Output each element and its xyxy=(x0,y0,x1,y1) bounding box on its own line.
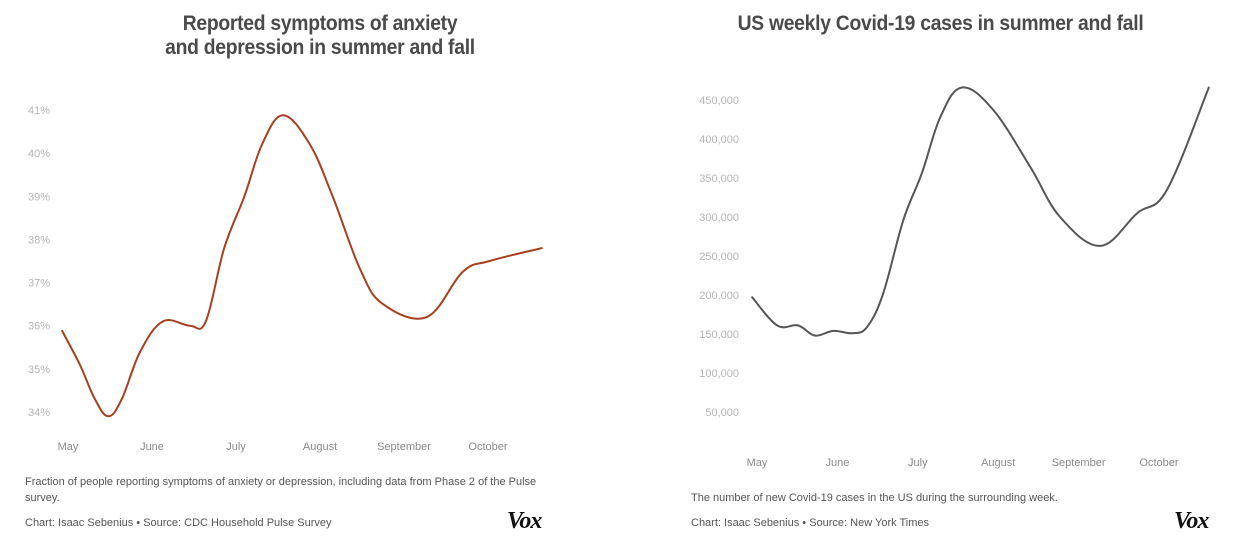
covid-cases-line-chart: 450,000 400,000 350,000 300,000 250,000 200,0… xyxy=(699,86,1210,469)
y-tick-label: 37% xyxy=(28,278,50,290)
y-tick-label: 38% xyxy=(28,234,50,246)
x-tick-label: July xyxy=(908,457,928,469)
y-tick-label: 50,000 xyxy=(705,407,739,419)
y-tick-label: 36% xyxy=(28,321,50,333)
anxiety-chart-panel: Reported symptoms of anxiety and depress… xyxy=(0,0,620,553)
chart-title: US weekly Covid-19 cases in summer and f… xyxy=(737,12,1144,35)
x-tick-label: July xyxy=(226,441,246,453)
chart-credit: Chart: Isaac Sebenius • Source: New York… xyxy=(691,517,930,529)
covid-series-line xyxy=(751,86,1210,337)
y-tick-label: 41% xyxy=(28,105,50,117)
anxiety-series-line xyxy=(61,114,543,418)
x-tick-label: May xyxy=(58,441,79,453)
y-tick-label: 34% xyxy=(28,407,50,419)
y-tick-label: 400,000 xyxy=(699,134,739,146)
x-tick-label: September xyxy=(377,441,431,453)
chart-note: Fraction of people reporting symptoms of… xyxy=(25,476,537,504)
y-tick-label: 40% xyxy=(28,148,50,160)
x-tick-label: October xyxy=(468,441,507,453)
chart-credit: Chart: Isaac Sebenius • Source: CDC Hous… xyxy=(25,517,332,529)
x-tick-label: May xyxy=(747,457,768,469)
y-tick-label: 150,000 xyxy=(699,329,739,341)
x-tick-label: August xyxy=(303,441,337,453)
anxiety-line-chart: 41% 40% 39% 38% 37% 36% 35% 34% May June July Augus… xyxy=(28,105,543,453)
y-tick-label: 100,000 xyxy=(699,368,739,380)
chart-title-line-1: Reported symptoms of anxiety xyxy=(182,12,458,35)
x-tick-label: June xyxy=(140,441,164,453)
x-tick-label: October xyxy=(1139,457,1178,469)
y-tick-label: 200,000 xyxy=(699,290,739,302)
covid-chart-panel: US weekly Covid-19 cases in summer and f… xyxy=(640,0,1241,553)
x-tick-label: August xyxy=(981,457,1015,469)
y-tick-label: 450,000 xyxy=(699,95,739,107)
vox-logo: Vox xyxy=(507,508,542,534)
x-tick-label: June xyxy=(825,457,849,469)
y-tick-label: 39% xyxy=(28,191,50,203)
x-tick-label: September xyxy=(1052,457,1106,469)
y-tick-label: 350,000 xyxy=(699,173,739,185)
y-tick-label: 35% xyxy=(28,364,50,376)
vox-logo: Vox xyxy=(1174,508,1209,534)
chart-title-line-2: and depression in summer and fall xyxy=(165,36,475,59)
chart-title: Reported symptoms of anxiety and depress… xyxy=(81,12,559,60)
y-tick-label: 250,000 xyxy=(699,251,739,263)
y-tick-label: 300,000 xyxy=(699,212,739,224)
chart-note: The number of new Covid-19 cases in the … xyxy=(691,492,1058,504)
